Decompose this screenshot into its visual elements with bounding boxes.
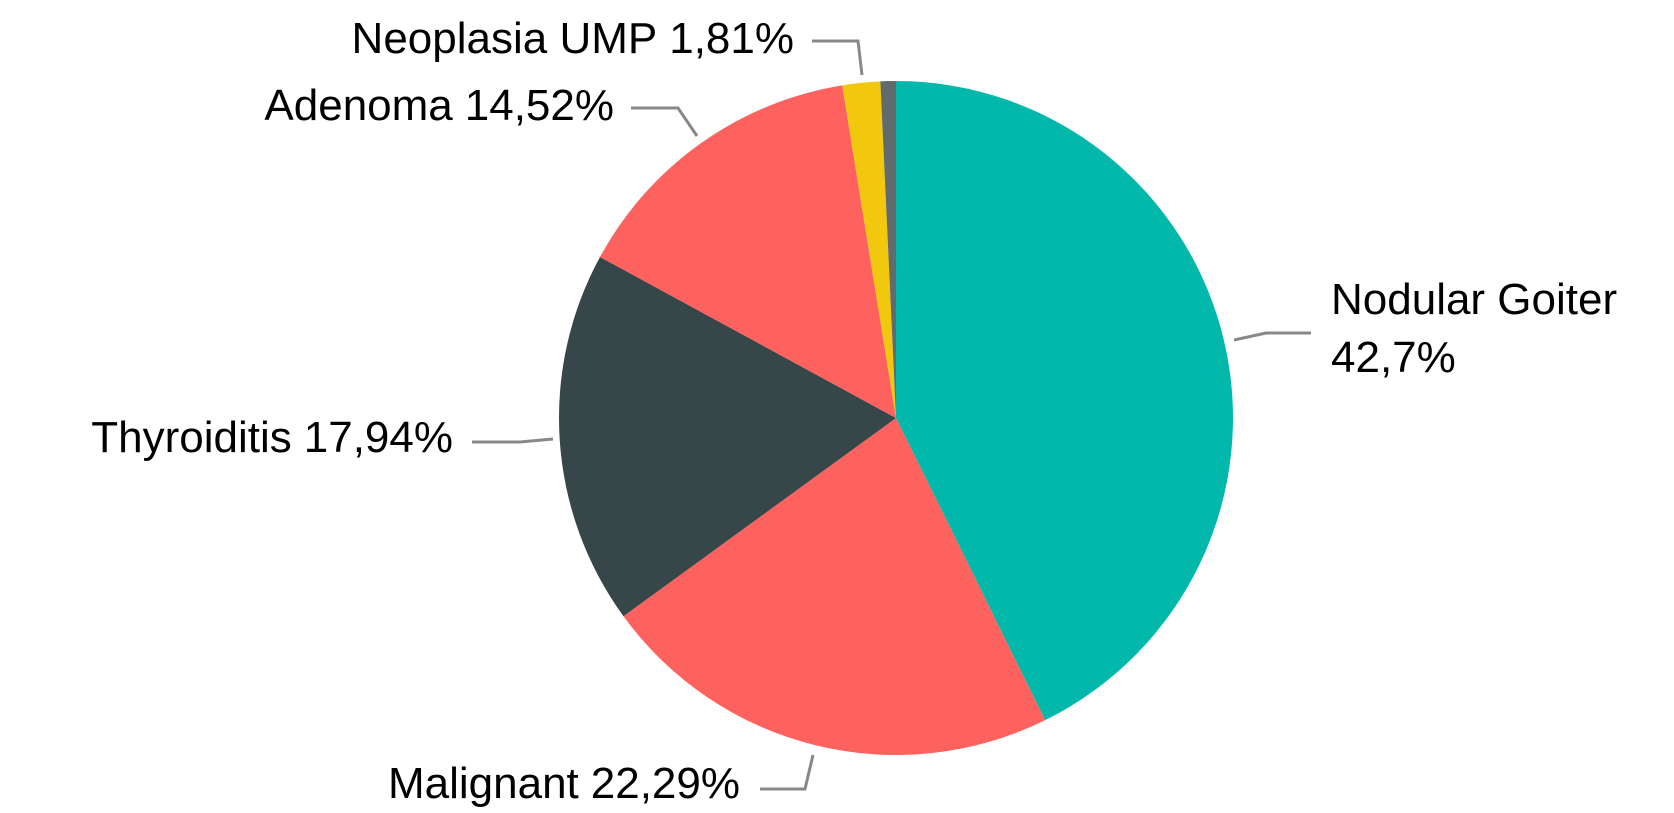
category-label: Malignant bbox=[388, 759, 579, 808]
value-label: 1,81% bbox=[669, 14, 794, 63]
pie-slice bbox=[623, 418, 1046, 755]
category-label: Nodular Goiter bbox=[1331, 275, 1617, 324]
leader-line bbox=[472, 437, 554, 444]
slice-label: Neoplasia UMP 1,81% bbox=[352, 14, 794, 63]
leader-line bbox=[812, 39, 864, 76]
value-label: 42,7% bbox=[1331, 333, 1456, 382]
value-label: 22,29% bbox=[591, 759, 740, 808]
slice-label: Adenoma 14,52% bbox=[264, 81, 614, 130]
value-label: 17,94% bbox=[304, 413, 453, 462]
leader-line bbox=[1233, 331, 1311, 342]
slice-label: Thyroiditis 17,94% bbox=[91, 413, 453, 462]
pie-slice bbox=[896, 81, 1234, 721]
pie-slice bbox=[880, 81, 896, 418]
category-label: Neoplasia UMP bbox=[352, 14, 658, 63]
leader-line bbox=[760, 754, 815, 791]
pie-slice bbox=[599, 85, 896, 419]
leader-line bbox=[631, 106, 699, 137]
slice-label: Malignant 22,29% bbox=[388, 759, 740, 808]
slice-label: Nodular Goiter 42,7% bbox=[1331, 275, 1617, 382]
value-label: 14,52% bbox=[465, 81, 614, 130]
category-label: Thyroiditis bbox=[91, 413, 292, 462]
category-label: Adenoma bbox=[264, 81, 453, 130]
pie-slice bbox=[559, 256, 896, 617]
pie-slice bbox=[842, 81, 896, 419]
